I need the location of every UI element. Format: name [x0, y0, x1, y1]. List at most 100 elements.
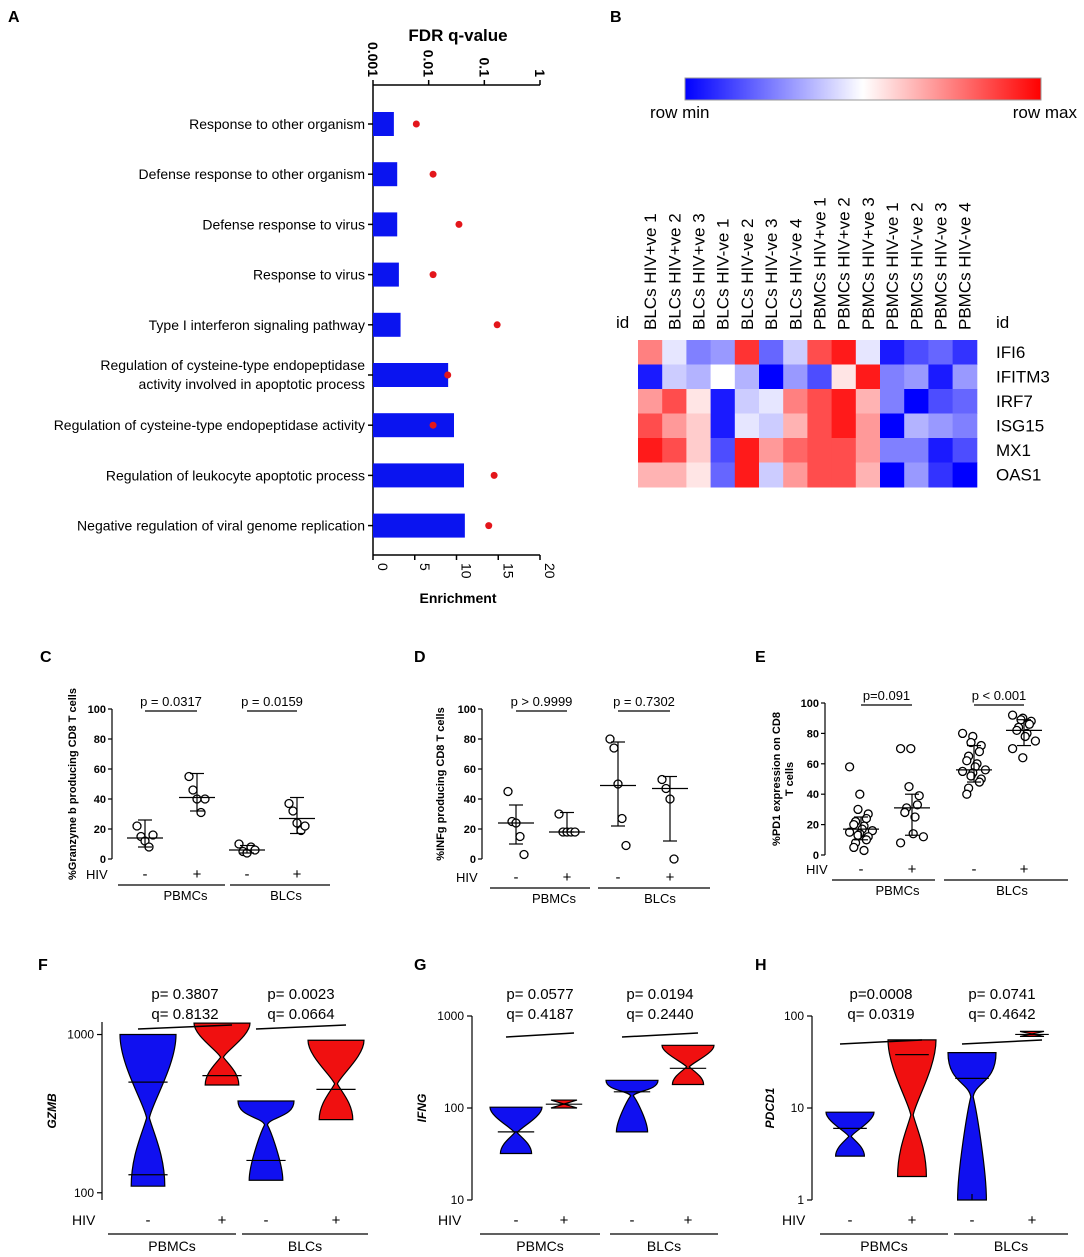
heatmap-id-right: id: [996, 313, 1009, 332]
a-enrichment-bar: [373, 262, 399, 287]
b-heatmap-cell: [686, 389, 712, 414]
a-fdr-dot: [429, 421, 437, 429]
scatter-point: [196, 807, 206, 818]
b-heatmap-cell: [928, 389, 954, 414]
b-heatmap-cell: [759, 340, 784, 365]
b-heatmap-cell: [638, 438, 663, 463]
scatter-sign-label: +: [1020, 861, 1029, 878]
a-x-tick-label: 20: [542, 563, 558, 579]
a-fdr-dot: [493, 321, 501, 329]
violin-group-label: PBMCs: [860, 1238, 907, 1254]
scatter-point: [912, 800, 923, 810]
b-column-label: PBMCs HIV+ve 2: [835, 197, 854, 330]
b-heatmap-cell: [952, 438, 978, 463]
b-heatmap-cell: [710, 462, 736, 488]
b-heatmap-cell: [783, 438, 808, 463]
b-heatmap-cell: [904, 413, 929, 439]
violin-sign-label: -: [264, 1212, 269, 1229]
violin-q-value: q= 0.8132: [151, 1006, 218, 1023]
b-heatmap-cell: [928, 340, 954, 365]
b-heatmap-cell: [759, 462, 784, 488]
b-heatmap-cell: [734, 364, 760, 390]
heatmap-legend-min: row min: [650, 103, 710, 122]
b-heatmap-cell: [759, 389, 784, 414]
scatter-sign-label: +: [666, 869, 675, 886]
b-column-label: BLCs HIV-ve 2: [738, 219, 757, 331]
a-x-tick-label: 15: [500, 563, 516, 579]
scatter-comparison-label: p > 0.9999: [511, 694, 573, 709]
b-heatmap-cell: [710, 364, 736, 390]
scatter-y-tick-label: 20: [94, 824, 106, 836]
panel-b-heatmap: row min row max id id BLCs HIV+ve 1 BLCs …: [616, 77, 1077, 488]
a-enrichment-bar: [373, 463, 465, 488]
scatter-point: [962, 756, 972, 766]
b-column-label: BLCs HIV-ve 1: [714, 219, 733, 331]
b-heatmap-cell: [686, 438, 712, 463]
b-heatmap-cell: [831, 438, 857, 463]
b-heatmap-cell: [855, 438, 881, 463]
violin-q-value: q= 0.4187: [506, 1006, 573, 1023]
b-heatmap-cell: [904, 340, 929, 365]
a-category-label: Response to other organism: [189, 116, 365, 132]
scatter-hiv-label: HIV: [806, 862, 828, 877]
panel-label-e: E: [755, 649, 766, 666]
scatter-sign-label: -: [143, 866, 148, 883]
scatter-sign-label: -: [245, 866, 250, 883]
violin-q-value: q= 0.0664: [267, 1006, 334, 1023]
a-enrichment-bar: [373, 112, 394, 136]
violin-group-label: PBMCs: [516, 1238, 563, 1254]
heatmap-color-legend: [684, 77, 1042, 101]
violin-stat-bar: [621, 1032, 699, 1038]
scatter-sign-label: +: [908, 861, 917, 878]
scatter-y-tick-label: 40: [464, 794, 476, 806]
panel-label-h: H: [755, 957, 767, 974]
scatter-y-label: %INFg producing CD8 T cells: [435, 707, 447, 860]
scatter-point: [849, 842, 859, 853]
b-heatmap-cell: [662, 340, 687, 365]
b-heatmap-cell: [710, 389, 736, 414]
panel-label-b: B: [610, 9, 622, 26]
b-heatmap-cell: [807, 340, 833, 365]
a-enrichment-bar: [373, 413, 454, 438]
scatter-comparison-label: p < 0.001: [972, 688, 1027, 703]
scatter-comparison-label: p = 0.7302: [613, 694, 675, 709]
b-heatmap-cell: [638, 340, 663, 365]
a-category-label: Negative regulation of viral genome repl…: [77, 518, 365, 534]
scatter-point: [669, 854, 679, 864]
a-category-label: Response to virus: [253, 267, 365, 283]
violin-sign-label: -: [146, 1212, 151, 1229]
panel-a-title: FDR q-value: [408, 26, 507, 45]
b-heatmap-cell: [880, 340, 905, 365]
a-category-label: Defense response to other organism: [139, 166, 365, 182]
scatter-point: [1007, 743, 1018, 754]
scatter-comparison-label: p = 0.0317: [140, 694, 202, 709]
scatter-point: [188, 785, 198, 795]
scatter-point: [855, 789, 865, 799]
violin-y-tick-label: 1: [797, 1193, 804, 1207]
b-heatmap-cell: [928, 364, 954, 390]
b-heatmap-cell: [952, 364, 978, 390]
violin-hiv-label: HIV: [438, 1212, 462, 1228]
b-heatmap-cell: [759, 438, 784, 463]
scatter-point: [910, 812, 920, 822]
b-heatmap-cell: [734, 413, 760, 439]
b-heatmap-cell: [734, 438, 760, 463]
panel-label-d: D: [414, 649, 426, 666]
b-heatmap-cell: [638, 389, 663, 414]
b-heatmap-cell: [783, 413, 808, 439]
b-heatmap-cell: [831, 340, 857, 365]
b-row-label: OAS1: [996, 466, 1041, 485]
heatmap-id-left: id: [616, 313, 629, 332]
scatter-y-label: %Granzyme b producing CD8 T cells: [67, 688, 79, 880]
a-q-tick-label: 0.001: [365, 42, 381, 77]
b-heatmap-cell: [759, 364, 784, 390]
violin-hiv-label: HIV: [72, 1212, 96, 1228]
b-heatmap-cell: [686, 413, 712, 439]
scatter-point: [1024, 719, 1035, 729]
a-category-label: Defense response to virus: [202, 216, 365, 232]
b-heatmap-cell: [855, 389, 881, 414]
b-heatmap-cell: [880, 413, 905, 439]
b-heatmap-cell: [638, 413, 663, 439]
panel-g-ifng-violin: 10 100 1000 IFNG p= 0.0577 q= 0.4187 p= 0.0194…: [415, 986, 718, 1254]
violin-sign-label: -: [848, 1212, 853, 1229]
